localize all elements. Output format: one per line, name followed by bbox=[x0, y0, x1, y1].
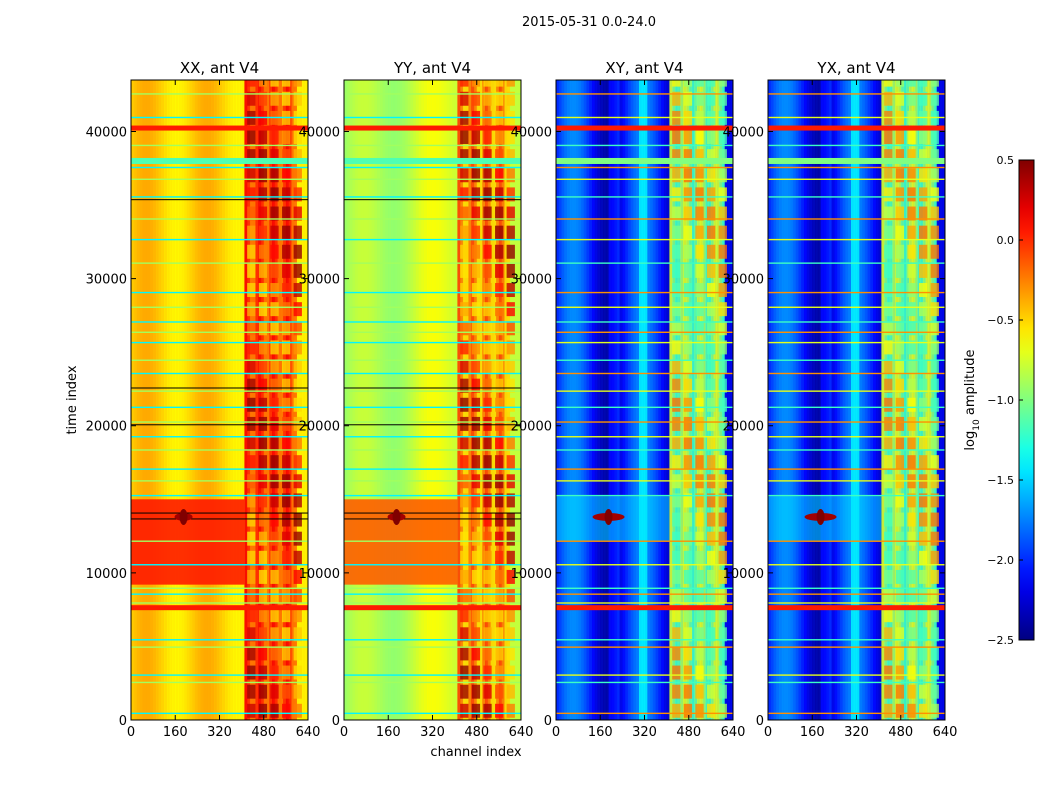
y-tick-label: 30000 bbox=[86, 273, 127, 288]
panel-1: XX, ant V4 0 160 320 480 640 0 10000 20000 30000 4… bbox=[86, 59, 321, 740]
y-tick-label: 10000 bbox=[723, 567, 764, 582]
y-tick-label: 30000 bbox=[299, 273, 340, 288]
panel-3-image bbox=[556, 80, 733, 720]
x-tick-label: 160 bbox=[163, 725, 188, 740]
x-tick-label: 160 bbox=[800, 725, 825, 740]
x-tick-label: 0 bbox=[340, 725, 348, 740]
colorbar-label: log10 amplitude bbox=[963, 349, 982, 450]
y-tick-label: 20000 bbox=[511, 420, 552, 435]
x-tick-label: 320 bbox=[207, 725, 232, 740]
y-tick-label: 0 bbox=[332, 714, 340, 729]
colorbar-tick-label: 0.0 bbox=[997, 234, 1015, 247]
x-axis-label: channel index bbox=[430, 745, 521, 760]
y-axis-label: time index bbox=[65, 365, 80, 434]
panel-4-title: YX, ant V4 bbox=[816, 59, 895, 77]
x-tick-label: 480 bbox=[464, 725, 489, 740]
heatmap-panels: XX, ant V4 0 160 320 480 640 0 10000 20000 30000 4… bbox=[86, 59, 958, 740]
colorbar-tick-label: −2.0 bbox=[987, 554, 1014, 567]
y-tick-label: 20000 bbox=[299, 420, 340, 435]
x-tick-label: 320 bbox=[420, 725, 445, 740]
colorbar-tick-label: −1.5 bbox=[987, 474, 1014, 487]
panel-3-title: XY, ant V4 bbox=[605, 59, 683, 77]
x-tick-label: 640 bbox=[721, 725, 746, 740]
x-tick-label: 0 bbox=[552, 725, 560, 740]
panel-4: YX, ant V4 0 160 320 480 640 0 10000 20000 30000 4… bbox=[723, 59, 958, 740]
panel-3: XY, ant V4 0 160 320 480 640 0 10000 20000 30000 4… bbox=[511, 59, 746, 740]
x-tick-label: 160 bbox=[376, 725, 401, 740]
panel-2-title: YY, ant V4 bbox=[393, 59, 471, 77]
x-tick-label: 320 bbox=[844, 725, 869, 740]
y-tick-label: 0 bbox=[119, 714, 127, 729]
y-tick-label: 40000 bbox=[723, 125, 764, 140]
panel-2-image bbox=[344, 80, 521, 720]
x-tick-label: 320 bbox=[632, 725, 657, 740]
x-tick-label: 480 bbox=[888, 725, 913, 740]
colorbar: 0.5 0.0 −0.5 −1.0 −1.5 −2.0 −2.5 log10 amplitud… bbox=[963, 154, 1035, 647]
y-tick-label: 10000 bbox=[86, 567, 127, 582]
y-tick-label: 0 bbox=[756, 714, 764, 729]
x-tick-label: 480 bbox=[676, 725, 701, 740]
figure-suptitle: 2015-05-31 0.0-24.0 bbox=[522, 15, 656, 30]
panel-2: YY, ant V4 0 160 320 480 640 0 10000 20000 30000 4… bbox=[299, 59, 534, 740]
y-tick-label: 40000 bbox=[299, 125, 340, 140]
y-tick-label: 10000 bbox=[511, 567, 552, 582]
colorbar-tick-label: −2.5 bbox=[987, 634, 1014, 647]
y-tick-label: 20000 bbox=[723, 420, 764, 435]
y-tick-label: 20000 bbox=[86, 420, 127, 435]
x-tick-label: 0 bbox=[764, 725, 772, 740]
x-tick-label: 640 bbox=[509, 725, 534, 740]
y-tick-label: 30000 bbox=[723, 273, 764, 288]
colorbar-tick-label: 0.5 bbox=[997, 154, 1015, 167]
x-tick-label: 640 bbox=[296, 725, 321, 740]
y-tick-label: 30000 bbox=[511, 273, 552, 288]
y-tick-label: 40000 bbox=[511, 125, 552, 140]
colorbar-tick-label: −0.5 bbox=[987, 314, 1014, 327]
y-tick-label: 40000 bbox=[86, 125, 127, 140]
y-tick-label: 10000 bbox=[299, 567, 340, 582]
panel-4-image bbox=[768, 80, 945, 720]
x-tick-label: 640 bbox=[933, 725, 958, 740]
x-tick-label: 0 bbox=[127, 725, 135, 740]
x-tick-label: 480 bbox=[251, 725, 276, 740]
x-tick-label: 160 bbox=[588, 725, 613, 740]
y-tick-label: 0 bbox=[544, 714, 552, 729]
panel-1-image bbox=[131, 80, 308, 720]
panel-1-title: XX, ant V4 bbox=[180, 59, 259, 77]
colorbar-tick-label: −1.0 bbox=[987, 394, 1014, 407]
